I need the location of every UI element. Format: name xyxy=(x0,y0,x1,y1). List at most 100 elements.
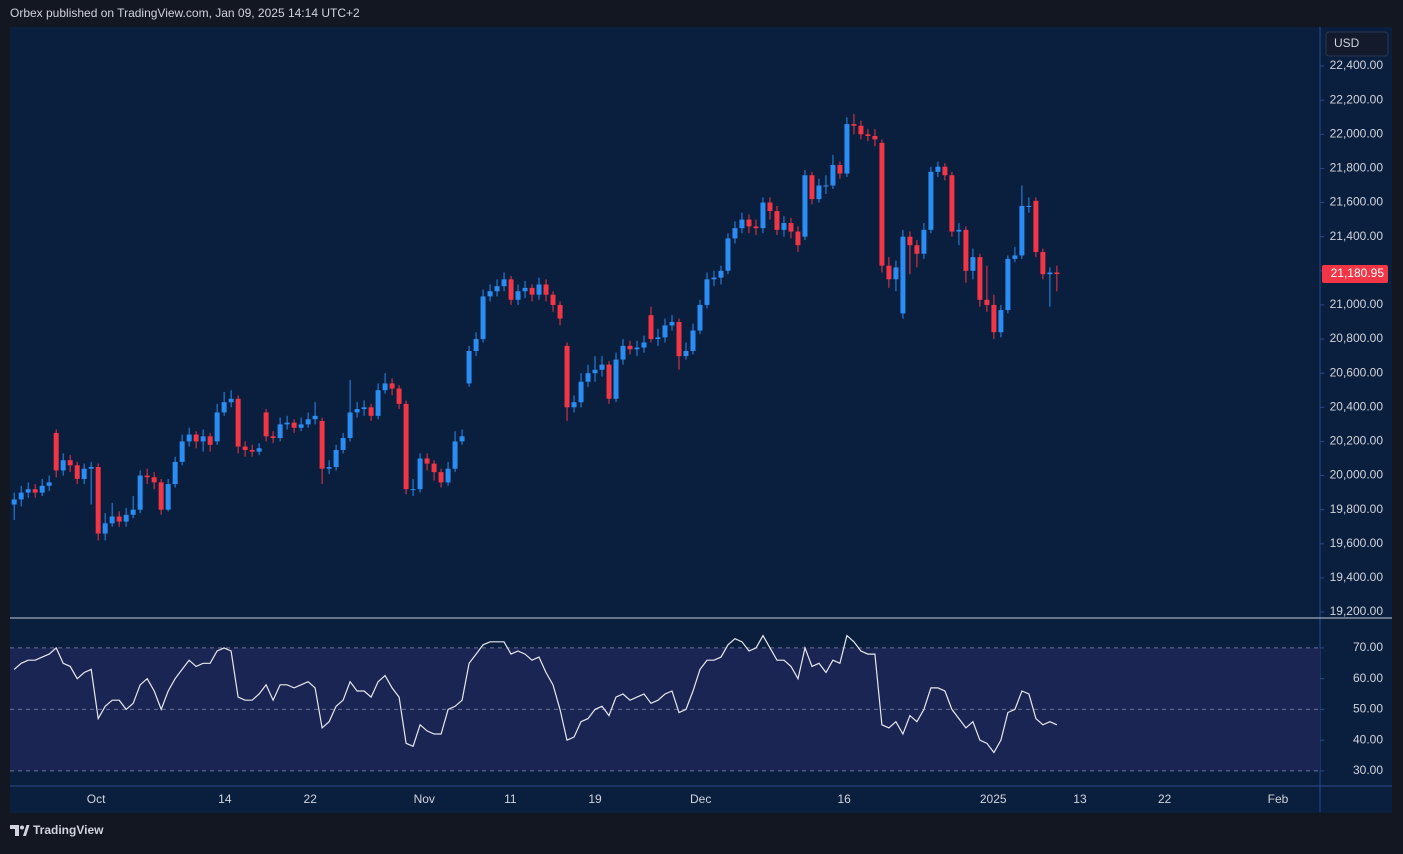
candle-body xyxy=(25,489,31,493)
candle-body xyxy=(382,383,388,391)
candle-body xyxy=(795,231,801,246)
candle-body xyxy=(858,125,864,135)
candle-body xyxy=(725,238,731,271)
candle-body xyxy=(424,458,430,464)
candle-body xyxy=(508,279,514,300)
candle-body xyxy=(249,449,255,452)
candle-body xyxy=(746,219,752,227)
candle-body xyxy=(837,165,843,174)
candle-body xyxy=(193,434,199,442)
candle-body xyxy=(1054,272,1060,275)
x-tick-label: Feb xyxy=(1268,792,1289,806)
y-tick-label: 20,600.00 xyxy=(1330,365,1384,379)
candle-body xyxy=(228,398,234,403)
candle-body xyxy=(718,270,724,278)
candle-body xyxy=(942,166,948,176)
candle-body xyxy=(480,296,486,340)
candle-body xyxy=(200,436,206,442)
rsi-line xyxy=(13,634,1058,754)
candle-body xyxy=(39,485,45,493)
candle-body xyxy=(613,359,619,399)
x-tick-label: 22 xyxy=(304,792,318,806)
candle-body xyxy=(1026,205,1032,207)
candles xyxy=(11,113,1060,541)
candle-body xyxy=(655,337,661,340)
y-tick-label: 20,200.00 xyxy=(1330,434,1384,448)
candle-body xyxy=(207,436,213,445)
candle-body xyxy=(11,499,17,505)
candle-body xyxy=(914,245,920,254)
y-tick-label: 21,600.00 xyxy=(1330,195,1384,209)
candle-body xyxy=(389,383,395,389)
candle-body xyxy=(375,390,381,416)
y-tick-label: 19,400.00 xyxy=(1330,570,1384,584)
candle-body xyxy=(1040,252,1046,275)
x-tick-label: Oct xyxy=(87,792,106,806)
candle-body xyxy=(18,492,24,500)
y-tick-label: 20,800.00 xyxy=(1330,331,1384,345)
candle-body xyxy=(116,516,122,522)
candle-body xyxy=(32,489,38,493)
candle-body xyxy=(648,315,654,340)
candle-body xyxy=(1019,205,1025,256)
x-tick-label: 16 xyxy=(837,792,851,806)
candle-body xyxy=(445,468,451,483)
candle-body xyxy=(634,347,640,350)
candle-body xyxy=(333,449,339,468)
candle-body xyxy=(221,402,227,413)
candle-body xyxy=(494,286,500,292)
candle-body xyxy=(907,236,913,246)
publisher-line: Orbex published on TradingView.com, Jan … xyxy=(10,6,360,20)
candle-body xyxy=(697,304,703,331)
y-tick-label: 60.00 xyxy=(1353,671,1383,685)
candle-body xyxy=(662,325,668,338)
candle-body xyxy=(739,219,745,229)
candle-body xyxy=(102,523,108,534)
y-tick-label: 22,400.00 xyxy=(1330,58,1384,72)
candle-body xyxy=(270,436,276,439)
candle-body xyxy=(963,229,969,271)
candle-body xyxy=(109,516,115,524)
currency-button[interactable] xyxy=(1325,31,1389,57)
candle-body xyxy=(368,407,374,416)
last-price-box xyxy=(1322,265,1388,284)
candle-body xyxy=(872,136,878,140)
x-tick-label: 13 xyxy=(1073,792,1087,806)
candle-body xyxy=(711,277,717,280)
candle-body xyxy=(592,369,598,374)
candle-body xyxy=(830,165,836,186)
candle-body xyxy=(753,226,759,229)
candle-body xyxy=(214,412,220,442)
candle-body xyxy=(543,284,549,295)
y-tick-label: 40.00 xyxy=(1353,732,1383,746)
candle-body xyxy=(641,342,647,348)
y-tick-label: 22,000.00 xyxy=(1330,126,1384,140)
candle-body xyxy=(991,304,997,333)
candle-body xyxy=(627,345,633,350)
candle-body xyxy=(599,364,605,370)
candle-body xyxy=(347,412,353,439)
y-tick-label: 50.00 xyxy=(1353,702,1383,716)
candle-body xyxy=(676,321,682,357)
candle-body xyxy=(95,467,101,534)
candle-body xyxy=(732,228,738,239)
candle-body xyxy=(501,279,507,287)
y-tick-label: 22,200.00 xyxy=(1330,92,1384,106)
tv-logo xyxy=(10,825,30,836)
candle-body xyxy=(928,171,934,230)
candle-body xyxy=(571,402,577,408)
last-price-label: 21,180.95 xyxy=(1331,266,1385,280)
currency: USD xyxy=(1334,36,1360,50)
candle-body xyxy=(935,166,941,172)
candle-body xyxy=(921,229,927,254)
candle-body xyxy=(74,465,80,479)
y-tick-label: 20,000.00 xyxy=(1330,468,1384,482)
candle-body xyxy=(137,475,143,510)
candle-body xyxy=(1012,255,1018,259)
candle-body xyxy=(669,321,675,326)
candle-body xyxy=(767,202,773,212)
candle-body xyxy=(291,422,297,428)
y-tick-label: 21,400.00 xyxy=(1330,229,1384,243)
candle-body xyxy=(760,202,766,229)
